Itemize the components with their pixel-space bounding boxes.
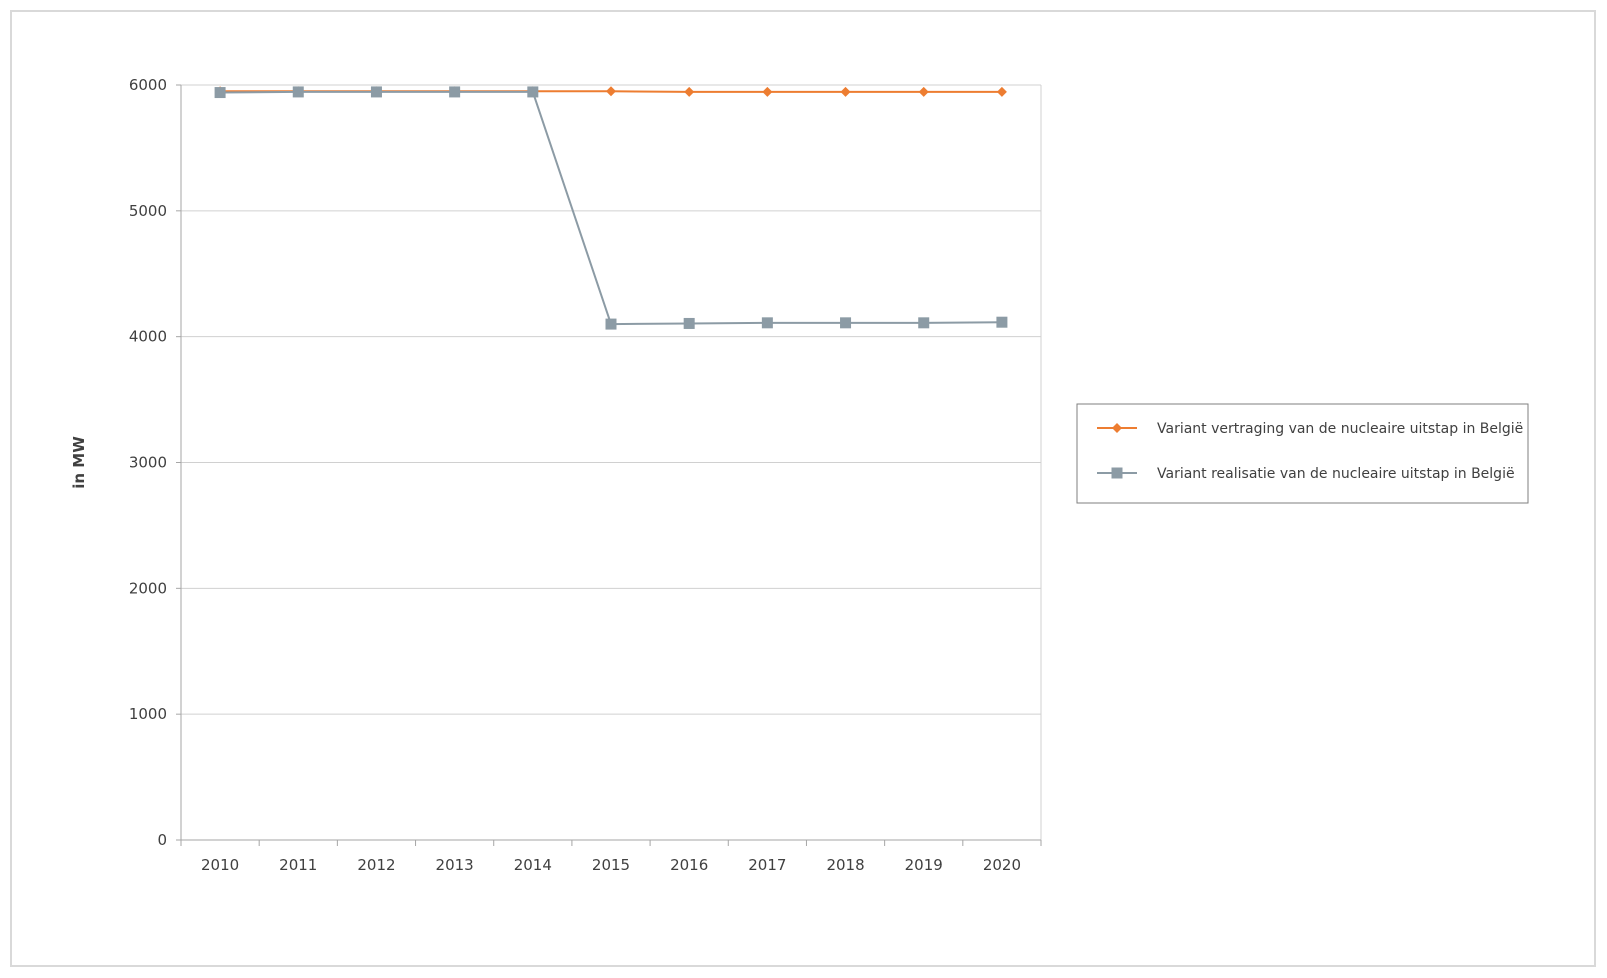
- legend-box: [1076, 403, 1529, 504]
- data-point: [606, 86, 616, 97]
- data-point: [840, 317, 852, 329]
- axes: 0 1000 2000 3000 4000 5000 6000 2010 2011 2012 201…: [129, 76, 1042, 874]
- x-tick-label: 2016: [670, 856, 708, 874]
- legend-item: Variant realisatie van de nucleaire uits…: [1097, 466, 1515, 482]
- x-tick-label: 2013: [436, 856, 474, 874]
- data-point: [292, 86, 304, 98]
- x-tick-label: 2019: [905, 856, 943, 874]
- y-tick-label: 5000: [129, 202, 167, 220]
- data-point: [683, 317, 695, 329]
- data-point: [370, 86, 382, 98]
- legend-item: Variant vertraging van de nucleaire uits…: [1097, 421, 1523, 437]
- data-point: [762, 86, 773, 97]
- data-point: [605, 318, 617, 330]
- legend-label: Variant vertraging van de nucleaire uits…: [1157, 421, 1523, 437]
- x-tick-label: 2017: [748, 856, 786, 874]
- legend: Variant vertraging van de nucleaire uits…: [1076, 403, 1529, 504]
- data-point: [918, 317, 930, 329]
- x-tick-label: 2011: [279, 856, 317, 874]
- data-point: [840, 86, 851, 97]
- data-point: [684, 86, 695, 97]
- series: [214, 86, 1008, 330]
- gridlines: [181, 84, 1042, 840]
- y-tick-label: 2000: [129, 579, 167, 597]
- series-2: [214, 86, 1008, 330]
- legend-marker: [1112, 423, 1122, 433]
- legend-marker: [1111, 467, 1123, 479]
- x-tick-label: 2012: [357, 856, 395, 874]
- data-point: [996, 86, 1007, 97]
- data-point: [527, 86, 539, 98]
- y-tick-label: 3000: [129, 454, 167, 472]
- y-tick-label: 1000: [129, 705, 167, 723]
- y-tick-label: 6000: [129, 76, 167, 94]
- data-point: [214, 87, 226, 99]
- x-tick-label: 2018: [826, 856, 864, 874]
- y-tick-label: 4000: [129, 328, 167, 346]
- data-point: [449, 86, 461, 98]
- legend-items: Variant vertraging van de nucleaire uits…: [1097, 421, 1523, 482]
- x-tick-label: 2014: [514, 856, 552, 874]
- legend-label: Variant realisatie van de nucleaire uits…: [1157, 466, 1515, 482]
- series-line: [220, 90, 1002, 326]
- data-point: [761, 317, 773, 329]
- data-point: [918, 86, 929, 97]
- x-tick-label: 2010: [201, 856, 239, 874]
- y-tick-label: 0: [157, 831, 167, 849]
- x-tick-label: 2015: [592, 856, 630, 874]
- x-tick-label: 2020: [983, 856, 1021, 874]
- y-axis-title: in MW: [70, 436, 88, 489]
- data-point: [996, 316, 1008, 328]
